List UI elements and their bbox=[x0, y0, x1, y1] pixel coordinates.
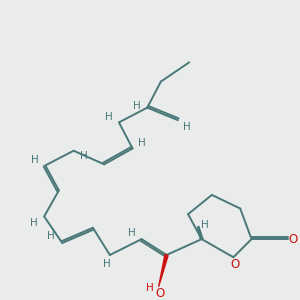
Text: H: H bbox=[47, 231, 55, 241]
Text: O: O bbox=[289, 232, 298, 246]
Text: H: H bbox=[183, 122, 191, 132]
Text: H: H bbox=[31, 155, 39, 165]
Text: H: H bbox=[138, 138, 146, 148]
Text: O: O bbox=[155, 287, 165, 300]
Text: H: H bbox=[103, 259, 111, 269]
Text: H: H bbox=[128, 228, 136, 238]
Text: H: H bbox=[133, 101, 141, 111]
Polygon shape bbox=[159, 254, 168, 287]
Text: H: H bbox=[80, 151, 88, 161]
Text: H: H bbox=[105, 112, 112, 122]
Text: O: O bbox=[230, 258, 239, 271]
Text: H: H bbox=[30, 218, 38, 228]
Text: H: H bbox=[201, 220, 208, 230]
Polygon shape bbox=[197, 226, 203, 240]
Text: H: H bbox=[146, 283, 154, 293]
